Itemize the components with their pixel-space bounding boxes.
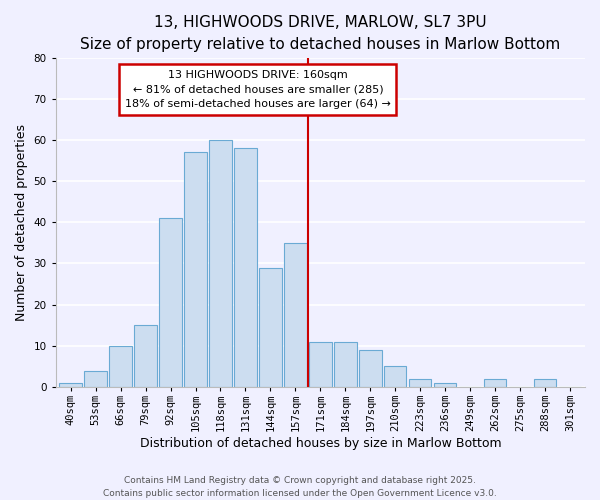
Bar — [309, 342, 332, 387]
Bar — [409, 379, 431, 387]
Bar — [334, 342, 356, 387]
X-axis label: Distribution of detached houses by size in Marlow Bottom: Distribution of detached houses by size … — [140, 437, 501, 450]
Bar — [59, 383, 82, 387]
Bar — [359, 350, 382, 387]
Y-axis label: Number of detached properties: Number of detached properties — [15, 124, 28, 321]
Bar — [160, 218, 182, 387]
Bar — [85, 370, 107, 387]
Text: 13 HIGHWOODS DRIVE: 160sqm
← 81% of detached houses are smaller (285)
18% of sem: 13 HIGHWOODS DRIVE: 160sqm ← 81% of deta… — [125, 70, 391, 110]
Bar — [284, 243, 307, 387]
Bar — [184, 152, 207, 387]
Bar — [109, 346, 132, 387]
Bar — [234, 148, 257, 387]
Bar — [434, 383, 457, 387]
Bar — [384, 366, 406, 387]
Bar — [534, 379, 556, 387]
Bar — [259, 268, 281, 387]
Title: 13, HIGHWOODS DRIVE, MARLOW, SL7 3PU
Size of property relative to detached house: 13, HIGHWOODS DRIVE, MARLOW, SL7 3PU Siz… — [80, 15, 560, 52]
Bar — [134, 325, 157, 387]
Bar — [484, 379, 506, 387]
Bar — [209, 140, 232, 387]
Text: Contains HM Land Registry data © Crown copyright and database right 2025.
Contai: Contains HM Land Registry data © Crown c… — [103, 476, 497, 498]
